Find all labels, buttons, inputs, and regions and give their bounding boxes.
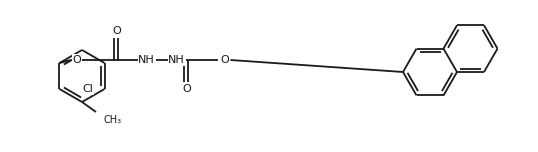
Text: O: O [182,84,191,94]
Text: NH: NH [168,55,185,65]
Text: Cl: Cl [83,84,94,94]
Text: O: O [112,26,121,36]
Text: O: O [220,55,229,65]
Text: NH: NH [138,55,155,65]
Text: O: O [72,55,81,65]
Text: CH₃: CH₃ [104,115,122,125]
